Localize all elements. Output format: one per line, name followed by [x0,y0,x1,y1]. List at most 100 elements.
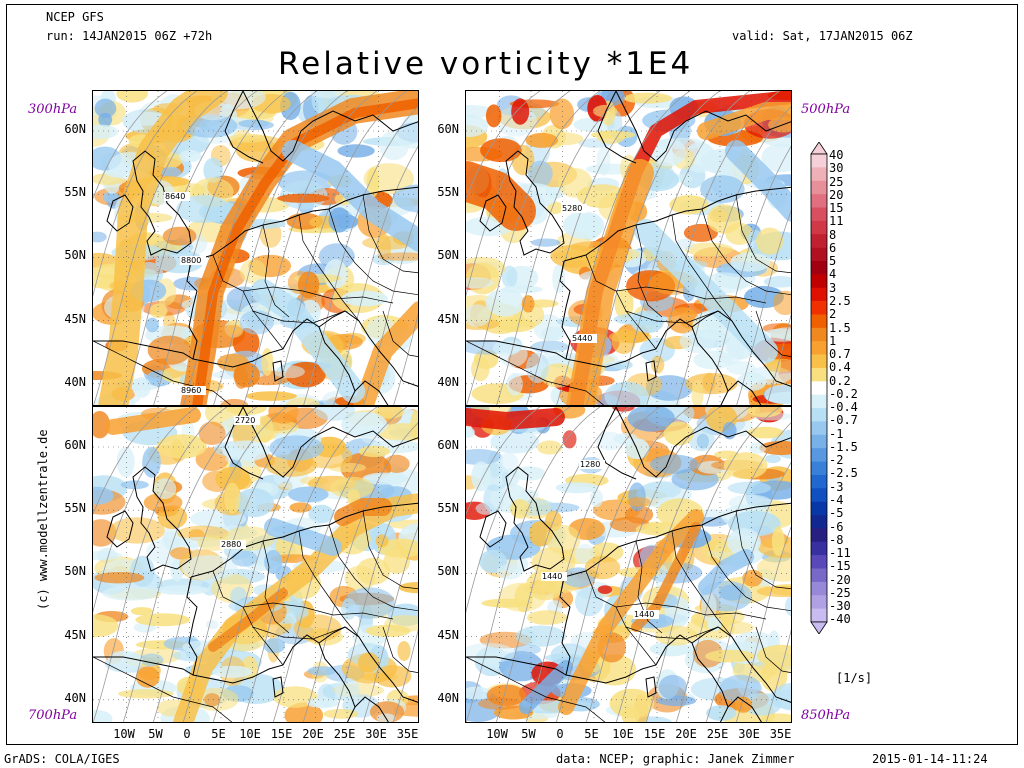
country-borders [466,194,791,405]
contour-label: 5440 [572,334,592,343]
colorbar-label: 3 [829,280,837,295]
colorbar-swatch [811,220,827,235]
geopotential-contours [93,91,418,405]
country-borders [93,510,418,722]
lon-label: 5W [521,727,536,741]
colorbar-swatch [811,528,827,543]
lon-label: 35E [396,727,419,741]
lat-label: 60N [64,438,86,452]
lon-label: 5E [211,727,226,741]
colorbar-swatch [811,367,827,382]
colorbar-swatch [811,381,827,395]
colorbar-label: -30 [829,599,851,614]
lat-label: 45N [64,311,86,326]
contour-label: 8800 [181,256,201,265]
lon-label: 20E [302,727,324,741]
contour-label: 5280 [562,204,582,213]
country-borders [466,510,791,722]
lat-label: 55N [64,185,86,200]
colorbar-swatch [811,501,827,516]
contour-label: 8640 [165,192,185,201]
colorbar-swatch [811,461,827,476]
vorticity-band [282,140,418,252]
colorbar-swatch [811,581,827,596]
colorbar-label: -11 [829,546,851,561]
colorbar-label: 0.4 [829,360,851,375]
colorbar-arrow-bottom [810,621,828,634]
chart-title: Relative vorticity *1E4 [278,46,694,82]
colorbar-label: -8 [829,532,844,547]
run-info: run: 14JAN2015 06Z +72h [46,29,213,43]
colorbar-swatch [811,421,827,436]
colorbar-label: -5 [829,506,844,521]
colorbar-swatch [811,608,827,623]
colorbar-swatch [811,247,827,262]
colorbar-label: 0.7 [829,347,851,362]
colorbar-swatch [811,274,827,289]
colorbar-swatch [811,301,827,315]
colorbar-label: -1 [829,426,844,441]
lat-label: 45N [437,311,459,326]
colorbar-label: 8 [829,227,837,242]
lon-label: 25E [333,727,356,741]
model-name: NCEP GFS [46,10,104,24]
figure-frame [6,4,1018,745]
vorticity-band [334,498,392,526]
colorbar-swatch [811,541,827,556]
geopotential-contours [93,407,418,722]
lat-label: 40N [437,690,459,705]
lat-label: 60N [64,122,86,136]
lat-label: 40N [64,690,86,705]
vorticity-band [98,91,228,405]
colorbar-label: -4 [829,493,844,508]
vorticity-band [251,279,365,403]
lon-label: 25E [706,727,729,741]
colorbar-label: 0.2 [829,373,851,388]
colorbar-label: 6 [829,240,837,255]
contour-label: 1440 [634,610,654,619]
colorbar-label: 40 [829,148,844,162]
colorbar-swatch [811,408,827,422]
vorticity-band [192,98,418,405]
colorbar-label: 30 [829,161,844,176]
colorbar-label: 1 [829,333,837,348]
contour-label: 1440 [542,572,562,581]
colorbar-label: -2 [829,453,844,468]
colorbar-label: -0.4 [829,400,858,415]
lon-label: 10E [239,727,261,741]
colorbar-label: -6 [829,519,844,534]
colorbar-swatch [811,488,827,502]
country-borders [93,194,418,405]
map-panel-700hpa: 2720 2880 [92,406,419,723]
colorbar-label: -0.2 [829,386,858,401]
lon-label: 15E [270,727,293,741]
footer-credits: data: NCEP; graphic: Janek Zimmer [556,752,795,766]
colorbar-label: -2.5 [829,466,858,481]
lon-label: 0 [556,727,564,741]
contour-label: 8960 [181,386,201,395]
vorticity-band [208,588,288,652]
lon-label: 5E [584,727,599,741]
level-label-500: 500hPa [801,102,851,117]
lat-label: 40N [64,374,86,389]
colorbar-swatch [811,448,827,462]
colorbar-swatch [811,555,827,569]
colorbar-swatch [811,394,827,409]
geopotential-contours [466,91,791,405]
level-label-300: 300hPa [28,102,78,117]
contour-label: 2720 [235,416,255,425]
colorbar-label: 2 [829,307,837,322]
colorbar-label: -1.5 [829,439,858,454]
colorbar-swatch [811,474,827,489]
vorticity-band [634,219,778,363]
colorbar-label: 11 [829,214,844,229]
copyright-text: (c) www.modellzentrale.de [36,429,50,610]
map-panel-850hpa: 1280 1440 1440 [465,406,792,723]
footer-software: GrADS: COLA/IGES [4,752,120,766]
lon-label: 35E [769,727,792,741]
vorticity-band [264,518,342,556]
colorbar-swatch [811,234,827,248]
colorbar-label: 20 [829,187,844,202]
lat-label: 55N [437,501,459,516]
colorbar-arrow-top [810,142,828,155]
